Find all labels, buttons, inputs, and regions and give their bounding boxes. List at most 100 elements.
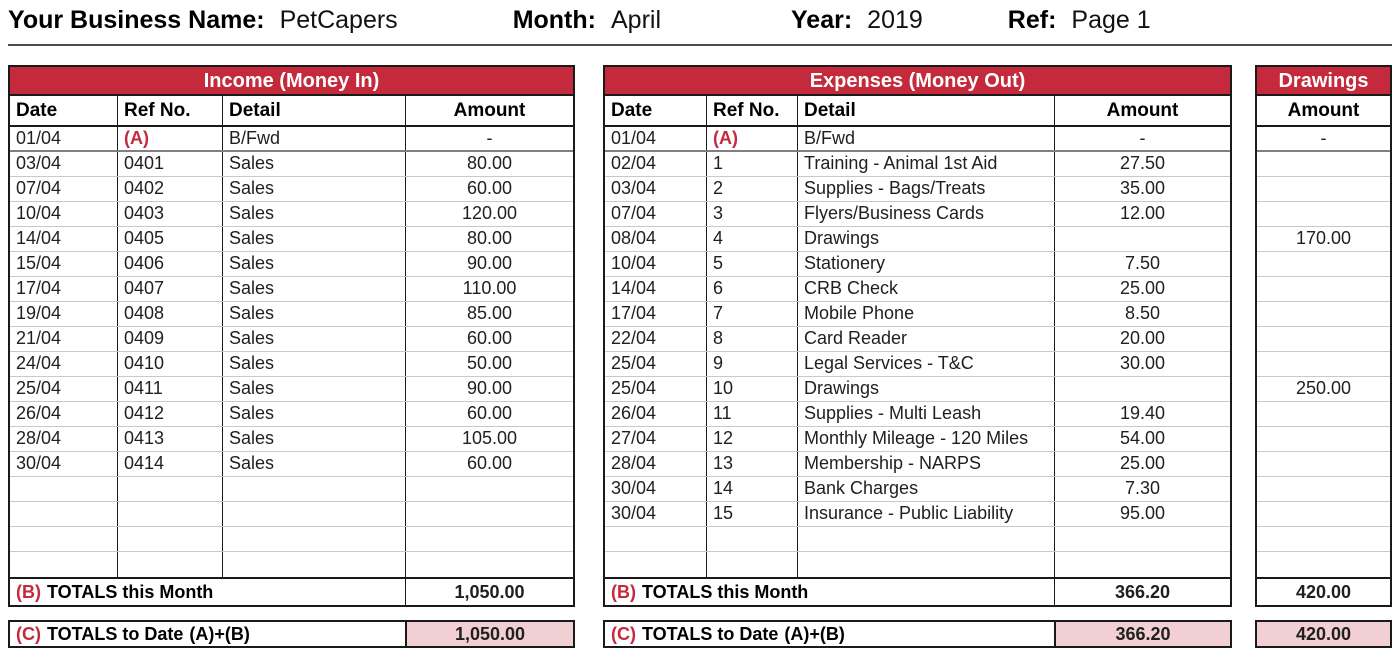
date-cell: 28/04 xyxy=(16,428,62,448)
date-cell: 30/04 xyxy=(16,453,62,473)
amount-cell: 80.00 xyxy=(405,227,573,251)
expenses-totals-month-row: (B) TOTALS this Month 366.20 xyxy=(605,577,1230,605)
drawings-row xyxy=(1257,402,1390,427)
detail-cell: Drawings xyxy=(797,377,1054,401)
ref-cell: 0411 xyxy=(117,377,222,401)
drawings-row xyxy=(1257,527,1390,552)
drawings-row xyxy=(1257,252,1390,277)
date-cell: 28/04 xyxy=(611,453,657,473)
amount-cell: 54.00 xyxy=(1054,427,1230,451)
amount-cell xyxy=(1257,277,1390,301)
amount-cell: 7.50 xyxy=(1054,252,1230,276)
detail-cell: Supplies - Bags/Treats xyxy=(797,177,1054,201)
detail-cell: Sales xyxy=(222,152,405,176)
ref-cell: 3 xyxy=(706,202,797,226)
table-row: 01/04 (A) B/Fwd - xyxy=(10,127,573,152)
ref-cell: 7 xyxy=(706,302,797,326)
ref-label: Ref: xyxy=(1007,6,1057,34)
ref-cell: 0407 xyxy=(117,277,222,301)
table-row: 25/04 0411 Sales 90.00 xyxy=(10,377,573,402)
ref-cell: 8 xyxy=(706,327,797,351)
detail-cell: Bank Charges xyxy=(797,477,1054,501)
expenses-totals-month-value: 366.20 xyxy=(1054,579,1230,605)
ref-cell: 1 xyxy=(706,152,797,176)
drawings-row xyxy=(1257,277,1390,302)
drawings-row xyxy=(1257,552,1390,577)
date-cell xyxy=(10,527,117,551)
month-value: April xyxy=(610,6,661,34)
income-totals-month-value: 1,050.00 xyxy=(405,579,573,605)
detail-cell: Stationery xyxy=(797,252,1054,276)
amount-cell xyxy=(1257,252,1390,276)
income-section: Income (Money In) Date Ref No. Detail Am… xyxy=(8,65,575,648)
ref-cell: 0401 xyxy=(117,152,222,176)
amount-cell xyxy=(405,502,573,526)
table-row: 17/04 0407 Sales 110.00 xyxy=(10,277,573,302)
totals-month-label: (B) TOTALS this Month xyxy=(611,582,809,602)
detail-cell: Sales xyxy=(222,327,405,351)
table-row: 07/04 3 Flyers/Business Cards 12.00 xyxy=(605,202,1230,227)
amount-cell: 60.00 xyxy=(405,452,573,476)
ref-column-header: Ref No. xyxy=(117,96,222,125)
table-row: 19/04 0408 Sales 85.00 xyxy=(10,302,573,327)
table-row: 28/04 0413 Sales 105.00 xyxy=(10,427,573,452)
detail-cell: Supplies - Multi Leash xyxy=(797,402,1054,426)
date-cell: 17/04 xyxy=(611,303,657,323)
amount-cell xyxy=(1257,427,1390,451)
amount-cell xyxy=(1054,227,1230,251)
ref-cell xyxy=(706,527,797,551)
drawings-row xyxy=(1257,202,1390,227)
detail-cell xyxy=(222,552,405,577)
amount-cell xyxy=(1054,377,1230,401)
detail-cell: Flyers/Business Cards xyxy=(797,202,1054,226)
table-row: 25/04 10 Drawings xyxy=(605,377,1230,402)
detail-cell: Mobile Phone xyxy=(797,302,1054,326)
drawings-row: 250.00 xyxy=(1257,377,1390,402)
date-cell: 30/04 xyxy=(611,503,657,523)
ref-cell: 9 xyxy=(706,352,797,376)
amount-cell: - xyxy=(1054,127,1230,150)
detail-cell: Sales xyxy=(222,452,405,476)
table-row: 24/04 0410 Sales 50.00 xyxy=(10,352,573,377)
detail-cell: Monthly Mileage - 120 Miles xyxy=(797,427,1054,451)
detail-cell: Sales xyxy=(222,302,405,326)
totals-month-label: (B) TOTALS this Month xyxy=(16,582,214,602)
table-row: 01/04 (A) B/Fwd - xyxy=(605,127,1230,152)
ref-cell: 14 xyxy=(706,477,797,501)
detail-cell: Membership - NARPS xyxy=(797,452,1054,476)
detail-cell: CRB Check xyxy=(797,277,1054,301)
detail-column-header: Detail xyxy=(222,96,405,125)
ref-cell xyxy=(117,527,222,551)
date-cell: 03/04 xyxy=(611,178,657,198)
date-cell: 19/04 xyxy=(16,303,62,323)
date-cell: 10/04 xyxy=(611,253,657,273)
amount-cell: 85.00 xyxy=(405,302,573,326)
detail-cell: Card Reader xyxy=(797,327,1054,351)
date-cell xyxy=(605,552,706,577)
detail-cell xyxy=(797,527,1054,551)
amount-cell xyxy=(1257,552,1390,577)
amount-cell xyxy=(1054,552,1230,577)
date-cell xyxy=(10,477,117,501)
amount-cell: 50.00 xyxy=(405,352,573,376)
amount-cell xyxy=(1257,452,1390,476)
date-cell: 07/04 xyxy=(611,203,657,223)
amount-cell xyxy=(1257,177,1390,201)
expenses-title-banner: Expenses (Money Out) xyxy=(605,67,1230,96)
amount-cell: 7.30 xyxy=(1054,477,1230,501)
amount-cell xyxy=(405,527,573,551)
amount-cell xyxy=(1257,152,1390,176)
drawings-table-body: - 170.00 250.00 xyxy=(1257,127,1390,577)
date-cell: 25/04 xyxy=(611,353,657,373)
table-row: 17/04 7 Mobile Phone 8.50 xyxy=(605,302,1230,327)
expenses-table: Expenses (Money Out) Date Ref No. Detail… xyxy=(603,65,1232,607)
detail-cell: Sales xyxy=(222,402,405,426)
ref-cell: 0414 xyxy=(117,452,222,476)
amount-cell xyxy=(1257,527,1390,551)
table-row xyxy=(10,552,573,577)
date-cell: 02/04 xyxy=(611,153,657,173)
amount-cell: 95.00 xyxy=(1054,502,1230,526)
amount-cell xyxy=(1257,502,1390,526)
year-label: Year: xyxy=(791,6,853,34)
detail-cell: Legal Services - T&C xyxy=(797,352,1054,376)
